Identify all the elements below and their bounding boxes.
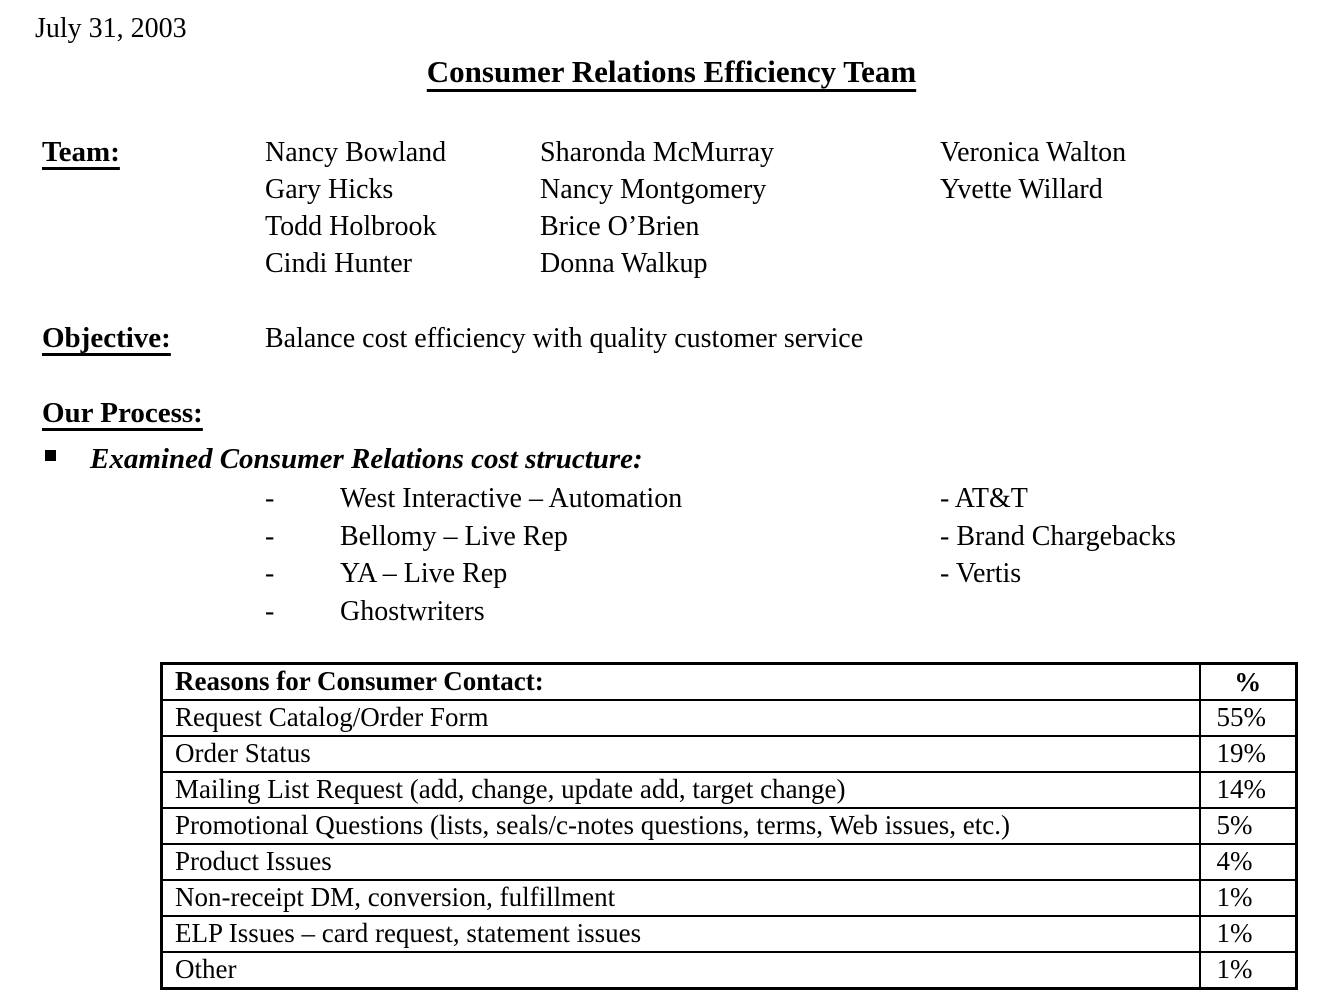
team-column-2: Sharonda McMurray Nancy Montgomery Brice… [540, 134, 940, 282]
reason-cell: Mailing List Request (add, change, updat… [160, 771, 1201, 809]
square-bullet-icon [45, 449, 56, 461]
table-row: Order Status 19% [160, 735, 1298, 773]
table-row: Product Issues 4% [160, 843, 1298, 881]
cost-row: Bellomy – Live Rep Brand Chargebacks [265, 518, 1343, 556]
team-member: Cindi Hunter [265, 248, 412, 279]
reason-cell: Order Status [160, 735, 1201, 773]
document-date: July 31, 2003 [35, 13, 187, 44]
percent-cell: 5% [1198, 807, 1298, 845]
objective-section: Objective: Balance cost efficiency with … [42, 320, 1343, 357]
dash-bullet [265, 555, 340, 593]
reason-cell: ELP Issues – card request, statement iss… [160, 915, 1201, 953]
percent-cell: 4% [1198, 843, 1298, 881]
title-row: Consumer Relations Efficiency Team [0, 54, 1343, 90]
percent-cell: 1% [1198, 915, 1298, 953]
objective-text: Balance cost efficiency with quality cus… [265, 323, 864, 354]
team-section: Team: Nancy Bowland Gary Hicks Todd Holb… [42, 134, 1343, 282]
cost-item-left: Ghostwriters [340, 595, 485, 627]
team-column-3: Veronica Walton Yvette Willard [940, 134, 1343, 282]
percent-cell: 55% [1198, 699, 1298, 737]
team-member: Brice O’Brien [540, 211, 700, 242]
team-member: Todd Holbrook [265, 211, 437, 242]
cost-item-left: Bellomy – Live Rep [340, 520, 568, 552]
process-section: Our Process: [42, 395, 1343, 432]
percent-cell: 1% [1198, 951, 1298, 990]
cost-row: Ghostwriters [265, 593, 1343, 631]
team-member: Nancy Montgomery [540, 174, 767, 205]
dash-bullet [265, 518, 340, 556]
cost-item-right: AT&T [940, 480, 1028, 518]
percent-cell: 1% [1198, 879, 1298, 917]
cost-item-left: West Interactive – Automation [340, 483, 683, 514]
table-row: Non-receipt DM, conversion, fulfillment … [160, 879, 1298, 917]
team-label: Team: [42, 136, 120, 168]
table-row: ELP Issues – card request, statement iss… [160, 915, 1298, 953]
team-member: Sharonda McMurray [540, 137, 775, 168]
dash-bullet [265, 480, 340, 518]
cost-row: West Interactive – Automation AT&T [265, 480, 1343, 518]
table-header-row: Reasons for Consumer Contact: % [160, 662, 1298, 701]
percent-column-header: % [1198, 662, 1298, 701]
reason-cell: Non-receipt DM, conversion, fulfillment [160, 879, 1201, 917]
process-bullet-item: Examined Consumer Relations cost structu… [45, 440, 1343, 478]
process-bullet-text: Examined Consumer Relations cost structu… [90, 443, 643, 475]
team-member-columns: Nancy Bowland Gary Hicks Todd Holbrook C… [265, 134, 1343, 282]
page-title: Consumer Relations Efficiency Team [426, 54, 917, 89]
reason-cell: Request Catalog/Order Form [160, 699, 1201, 737]
team-member: Gary Hicks [265, 174, 394, 205]
cost-item-right: Brand Chargebacks [940, 518, 1176, 556]
team-column-1: Nancy Bowland Gary Hicks Todd Holbrook C… [265, 134, 540, 282]
team-member: Nancy Bowland [265, 137, 447, 168]
percent-cell: 19% [1198, 735, 1298, 773]
consumer-contact-table: Reasons for Consumer Contact: % Request … [160, 662, 1298, 990]
reason-cell: Product Issues [160, 843, 1201, 881]
cost-item-left: YA – Live Rep [340, 558, 508, 589]
team-member: Donna Walkup [540, 248, 708, 279]
cost-item-right: Vertis [940, 555, 1021, 593]
table-row: Mailing List Request (add, change, updat… [160, 771, 1298, 809]
table-row: Other 1% [160, 951, 1298, 990]
objective-label: Objective: [42, 322, 171, 354]
process-label: Our Process: [42, 397, 203, 429]
reason-cell: Other [160, 951, 1201, 990]
team-member: Yvette Willard [940, 174, 1103, 205]
cost-row: YA – Live Rep Vertis [265, 555, 1343, 593]
reason-column-header: Reasons for Consumer Contact: [160, 662, 1201, 701]
team-member: Veronica Walton [940, 137, 1127, 168]
cost-structure-list: West Interactive – Automation AT&T Bello… [265, 480, 1343, 630]
percent-cell: 14% [1198, 771, 1298, 809]
table-row: Promotional Questions (lists, seals/c-no… [160, 807, 1298, 845]
dash-bullet [265, 593, 340, 631]
reason-cell: Promotional Questions (lists, seals/c-no… [160, 807, 1201, 845]
table-row: Request Catalog/Order Form 55% [160, 699, 1298, 737]
